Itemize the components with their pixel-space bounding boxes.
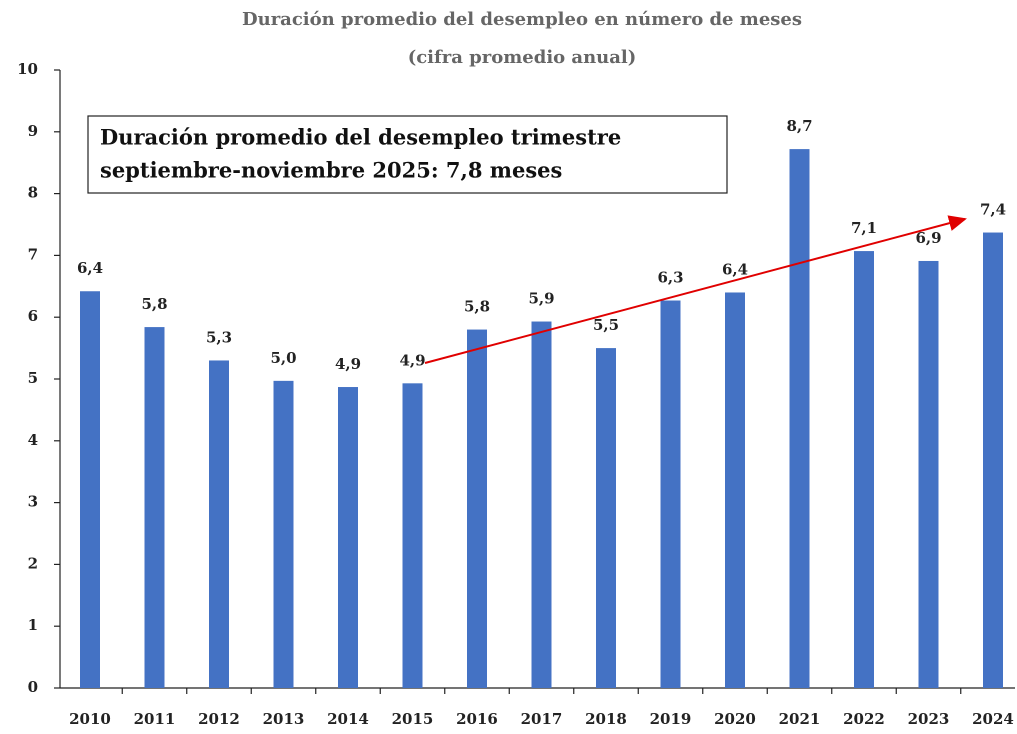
x-tick-label: 2016 <box>456 710 498 728</box>
y-tick-label: 10 <box>17 60 38 78</box>
x-tick-label: 2024 <box>972 710 1014 728</box>
x-tick-label: 2014 <box>327 710 369 728</box>
bar <box>596 348 616 688</box>
value-label: 8,7 <box>786 117 812 135</box>
x-tick-label: 2023 <box>908 710 950 728</box>
y-tick-label: 5 <box>28 369 38 387</box>
y-tick-label: 4 <box>28 431 38 449</box>
annotation-box <box>87 115 728 194</box>
y-tick-label: 7 <box>28 245 38 263</box>
value-label: 5,8 <box>464 298 490 316</box>
bar <box>854 251 874 688</box>
value-label: 6,9 <box>915 229 941 247</box>
y-tick-label: 9 <box>28 122 38 140</box>
bar <box>660 300 681 688</box>
value-label: 5,3 <box>206 328 232 346</box>
x-tick-label: 2019 <box>650 710 692 728</box>
annotation-line: septiembre-noviembre 2025: 7,8 meses <box>100 158 562 183</box>
value-label: 5,0 <box>270 349 296 367</box>
value-label: 5,8 <box>141 295 167 313</box>
y-tick-label: 3 <box>28 493 38 511</box>
chart-subtitle: (cifra promedio anual) <box>408 47 637 68</box>
chart-title: Duración promedio del desempleo en númer… <box>242 9 802 30</box>
x-tick-label: 2012 <box>198 710 240 728</box>
bar <box>983 232 1003 688</box>
y-tick-label: 8 <box>28 184 38 202</box>
value-label: 6,3 <box>657 269 683 287</box>
value-label: 4,9 <box>399 351 425 369</box>
x-tick-label: 2021 <box>779 710 821 728</box>
value-label: 7,1 <box>851 219 877 237</box>
value-label: 6,4 <box>722 260 748 278</box>
x-tick-label: 2020 <box>714 710 756 728</box>
bar <box>402 383 423 688</box>
value-label: 5,5 <box>593 316 619 334</box>
value-label: 6,4 <box>77 259 103 277</box>
x-tick-label: 2017 <box>521 710 563 728</box>
bar <box>467 329 487 688</box>
bar <box>209 360 229 688</box>
y-tick-label: 1 <box>28 616 38 634</box>
bar <box>531 321 552 688</box>
x-tick-label: 2022 <box>843 710 885 728</box>
y-tick-label: 6 <box>28 307 38 325</box>
bar <box>338 387 358 688</box>
bar <box>918 260 939 688</box>
x-tick-label: 2013 <box>263 710 305 728</box>
trend-arrow <box>424 215 967 364</box>
value-label: 7,4 <box>980 201 1006 219</box>
value-label: 5,9 <box>528 290 554 308</box>
x-tick-label: 2011 <box>134 710 176 728</box>
bar <box>725 292 745 688</box>
x-tick-label: 2010 <box>69 710 111 728</box>
x-tick-label: 2015 <box>392 710 434 728</box>
bar <box>144 327 165 688</box>
bar <box>273 380 294 688</box>
y-tick-label: 0 <box>28 678 38 696</box>
annotation-line: Duración promedio del desempleo trimestr… <box>100 125 621 150</box>
value-label: 4,9 <box>335 355 361 373</box>
bar <box>789 149 810 688</box>
x-tick-label: 2018 <box>585 710 627 728</box>
bar <box>80 291 100 688</box>
y-tick-label: 2 <box>28 554 38 572</box>
